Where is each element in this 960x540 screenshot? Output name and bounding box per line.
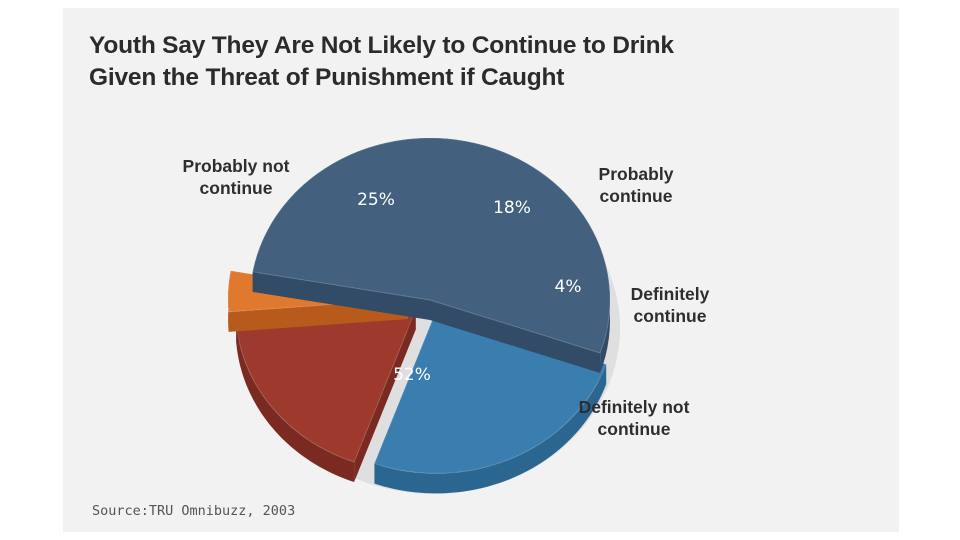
slice-category-label-line: Probably — [599, 164, 674, 184]
pie-slice-rim — [235, 309, 417, 463]
slice-percent-label: 25% — [357, 190, 395, 210]
pie-slice-side — [374, 364, 607, 494]
title-line-1: Youth Say They Are Not Likely to Continu… — [89, 32, 674, 59]
slice-category-label: Probably not continue — [183, 156, 290, 198]
pie-slice-edge — [252, 271, 430, 320]
slice-category-label-line: continue — [600, 186, 673, 206]
slice-percent-label: 52% — [393, 365, 431, 385]
slice-category-label-line: continue — [200, 178, 273, 198]
source-note: Source:TRU Omnibuzz, 2003 — [92, 503, 296, 519]
pie-slice-rim — [227, 270, 409, 313]
slice-category-label: Definitely not continue — [579, 397, 690, 439]
slice-category-label-line: Definitely not — [579, 397, 690, 417]
slice-percent-label: 18% — [493, 198, 531, 218]
slice-category-label-line: continue — [598, 419, 671, 439]
pie-slice-rim — [373, 310, 607, 474]
pie-slice-rim — [252, 137, 611, 354]
pie-slice-top — [236, 309, 416, 463]
pie-slice-top — [252, 138, 610, 353]
pie-slice-edge — [354, 309, 416, 483]
title-line-2: Given the Threat of Punishment if Caught — [89, 64, 565, 91]
chart-title: Youth Say They Are Not Likely to Continu… — [89, 30, 849, 94]
slice-category-label-line: continue — [634, 306, 707, 326]
pie-slice-edge — [430, 300, 601, 373]
slice-category-label-line: Probably not — [183, 156, 290, 176]
slice-category-label: Probably continue — [599, 164, 674, 206]
pie-slice-0 — [252, 137, 611, 373]
pie-slice-side — [236, 322, 355, 483]
slice-category-label: Definitely continue — [631, 284, 710, 326]
slice-percent-label: 4% — [555, 277, 582, 297]
slice-category-label-line: Definitely — [631, 284, 710, 304]
